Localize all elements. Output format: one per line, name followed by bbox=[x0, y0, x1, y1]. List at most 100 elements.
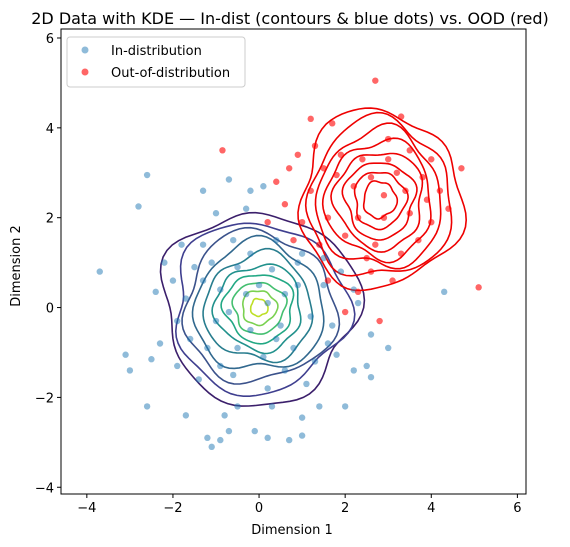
in-distribution-point bbox=[221, 412, 228, 419]
in-distribution-point bbox=[212, 317, 220, 325]
in-distribution-point bbox=[264, 434, 271, 442]
in-distribution-point bbox=[255, 281, 263, 289]
in-distribution-point bbox=[143, 171, 151, 179]
ood-point bbox=[341, 308, 349, 316]
ood-point bbox=[329, 120, 336, 127]
ood-point bbox=[367, 174, 375, 181]
in-distribution-point bbox=[234, 344, 241, 352]
in-distribution-point bbox=[281, 290, 289, 298]
kde-contour-in-6 bbox=[211, 263, 302, 355]
in-distribution-point bbox=[341, 403, 349, 410]
x-tick-label: −4 bbox=[77, 501, 96, 516]
ood-point bbox=[436, 187, 444, 194]
legend: In-distribution Out-of-distribution bbox=[66, 36, 246, 88]
in-distribution-point bbox=[191, 263, 198, 271]
in-distribution-point bbox=[260, 353, 267, 361]
kde-contour-ood-2 bbox=[304, 111, 453, 277]
in-distribution-point bbox=[294, 281, 302, 289]
in-distribution-point bbox=[251, 427, 258, 435]
ood-point bbox=[406, 210, 413, 217]
in-distribution-point bbox=[143, 403, 151, 410]
ood-point bbox=[415, 236, 422, 244]
in-distribution-point bbox=[247, 250, 254, 257]
legend-label-in-distribution: In-distribution bbox=[111, 44, 202, 59]
ood-point bbox=[385, 135, 392, 143]
ood-point bbox=[311, 142, 319, 150]
in-distribution-point bbox=[294, 259, 302, 266]
in-distribution-point bbox=[225, 427, 233, 435]
in-distribution-point bbox=[204, 344, 211, 352]
kde-contour-ood-7 bbox=[353, 171, 409, 231]
kde-contour-ood-3 bbox=[314, 122, 442, 270]
in-distribution-point bbox=[247, 187, 254, 194]
ood-point bbox=[372, 77, 379, 84]
in-distribution-point bbox=[225, 308, 233, 316]
ood-point bbox=[385, 156, 392, 163]
ood-point bbox=[320, 165, 327, 172]
ood-point bbox=[324, 277, 332, 284]
in-distribution-point bbox=[204, 434, 211, 442]
in-distribution-point bbox=[148, 356, 155, 363]
in-distribution-point bbox=[195, 376, 202, 383]
in-distribution-point bbox=[385, 344, 392, 352]
in-distribution-point bbox=[182, 412, 190, 419]
ood-point bbox=[219, 147, 226, 154]
in-distribution-point bbox=[199, 241, 207, 248]
ood-point bbox=[285, 165, 293, 172]
ood-point bbox=[307, 187, 314, 194]
ood-point bbox=[337, 151, 345, 158]
in-distribution-point bbox=[264, 299, 271, 307]
y-tick-label: −2 bbox=[35, 391, 54, 406]
in-distribution-point bbox=[285, 436, 293, 444]
ood-point bbox=[458, 165, 465, 172]
kde-contour-in-3 bbox=[181, 226, 341, 385]
ood-point bbox=[363, 254, 370, 262]
ood-point bbox=[354, 214, 362, 221]
in-distribution-point bbox=[268, 403, 276, 410]
ood-point bbox=[307, 115, 314, 123]
ood-point bbox=[359, 156, 366, 163]
kde-contours-in-distribution bbox=[159, 211, 366, 407]
in-distribution-point bbox=[135, 203, 142, 210]
y-tick-label: 0 bbox=[46, 302, 54, 317]
in-distribution-point bbox=[199, 277, 207, 284]
in-distribution-point bbox=[367, 331, 375, 338]
ood-point bbox=[324, 214, 332, 221]
ood-point bbox=[298, 218, 306, 226]
ood-point bbox=[397, 113, 405, 120]
legend-box bbox=[66, 36, 246, 88]
ood-point bbox=[376, 317, 383, 325]
kde-contours-out-of-distribution bbox=[297, 107, 468, 292]
in-distribution-point bbox=[199, 187, 207, 194]
in-distribution-point bbox=[122, 351, 129, 358]
ood-point bbox=[367, 268, 375, 275]
y-tick-label: −4 bbox=[35, 481, 54, 496]
in-distribution-point bbox=[225, 176, 233, 183]
in-distribution-point bbox=[298, 432, 306, 439]
in-distribution-point bbox=[208, 443, 215, 451]
kde-contour-ood-8 bbox=[362, 180, 399, 220]
ood-point bbox=[333, 171, 340, 179]
in-distribution-points bbox=[96, 171, 448, 451]
in-distribution-point bbox=[174, 317, 181, 325]
kde-contour-in-10 bbox=[249, 297, 269, 318]
kde-contour-in-5 bbox=[202, 247, 314, 364]
in-distribution-point bbox=[217, 286, 224, 293]
chart-title: 2D Data with KDE — In-dist (contours & b… bbox=[31, 9, 549, 28]
in-distribution-point bbox=[307, 313, 314, 320]
ood-point bbox=[419, 174, 426, 181]
x-tick-label: 2 bbox=[341, 501, 349, 516]
in-distribution-point bbox=[324, 340, 332, 347]
ood-point bbox=[475, 284, 482, 291]
kde-contour-in-1 bbox=[159, 211, 366, 407]
in-distribution-point bbox=[281, 367, 289, 374]
ood-point bbox=[423, 196, 431, 203]
in-distribution-point bbox=[208, 259, 215, 266]
in-distribution-point bbox=[440, 288, 448, 296]
in-distribution-point bbox=[152, 288, 159, 296]
y-axis-ticks: −4 −2 0 2 4 6 bbox=[35, 32, 61, 496]
in-distribution-point bbox=[217, 362, 224, 370]
ood-point bbox=[380, 192, 388, 199]
ood-point bbox=[350, 183, 357, 190]
